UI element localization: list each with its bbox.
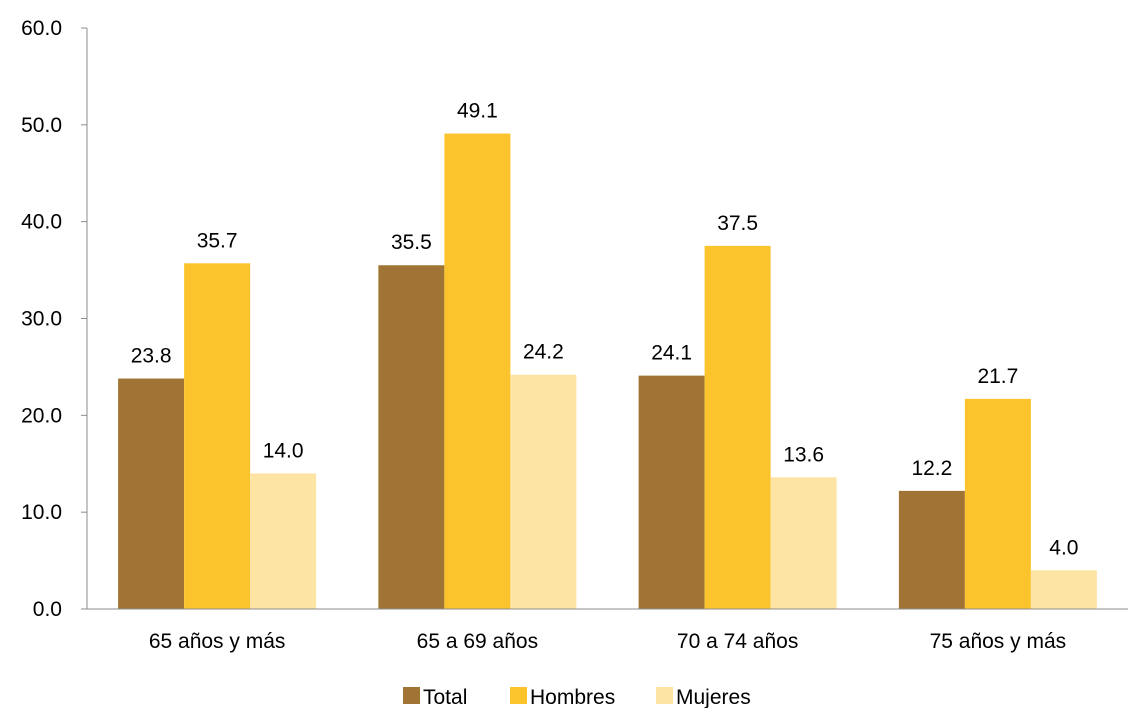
bar-mujeres — [510, 374, 577, 609]
value-label: 24.1 — [651, 342, 692, 365]
legend-swatch-hombres — [510, 687, 527, 704]
bar-hombres — [704, 245, 771, 609]
legend: Total Hombres Mujeres — [403, 686, 751, 708]
x-axis-labels: 65 años y más 65 a 69 años 70 a 74 años 75 … — [149, 630, 1066, 653]
y-tick-label: 30.0 — [21, 308, 62, 331]
bar-total — [118, 378, 185, 609]
bar-total — [898, 490, 965, 609]
legend-label-hombres: Hombres — [530, 686, 615, 708]
bar-total — [378, 265, 445, 609]
value-label: 21.7 — [977, 365, 1018, 388]
bar-hombres — [444, 133, 511, 609]
legend-label-total: Total — [423, 686, 467, 708]
y-tick-label: 10.0 — [21, 501, 62, 524]
bar-hombres — [184, 263, 251, 609]
x-tick-label: 70 a 74 años — [677, 630, 798, 653]
axes — [86, 28, 1128, 610]
legend-swatch-total — [403, 687, 420, 704]
bar-mujeres — [770, 477, 837, 609]
value-label: 49.1 — [457, 100, 498, 123]
y-tick-label: 0.0 — [33, 598, 62, 621]
bar-total — [638, 375, 705, 609]
legend-label-mujeres: Mujeres — [676, 686, 751, 708]
bar-mujeres — [250, 473, 317, 609]
legend-swatch-mujeres — [656, 687, 673, 704]
bars — [118, 133, 1097, 609]
y-tick-label: 20.0 — [21, 404, 62, 427]
value-label: 14.0 — [263, 439, 304, 462]
y-tick-label: 40.0 — [21, 211, 62, 234]
x-tick-label: 75 años y más — [930, 630, 1067, 653]
y-axis-ticks: 0.0 10.0 20.0 30.0 40.0 50.0 60.0 — [21, 17, 87, 621]
value-label: 23.8 — [131, 345, 172, 368]
x-tick-label: 65 a 69 años — [417, 630, 538, 653]
bar-mujeres — [1030, 570, 1097, 609]
value-label: 12.2 — [911, 457, 952, 480]
value-label: 37.5 — [717, 212, 758, 235]
value-labels: 23.8 35.7 14.0 35.5 49.1 24.2 24.1 37.5 13.6 12.2… — [131, 100, 1079, 560]
y-tick-label: 50.0 — [21, 114, 62, 137]
x-tick-label: 65 años y más — [149, 630, 286, 653]
value-label: 13.6 — [783, 443, 824, 466]
value-label: 4.0 — [1049, 536, 1078, 559]
value-label: 35.5 — [391, 231, 432, 254]
value-label: 24.2 — [523, 341, 564, 364]
bar-hombres — [964, 398, 1031, 609]
y-tick-label: 60.0 — [21, 17, 62, 40]
value-label: 35.7 — [197, 229, 238, 252]
